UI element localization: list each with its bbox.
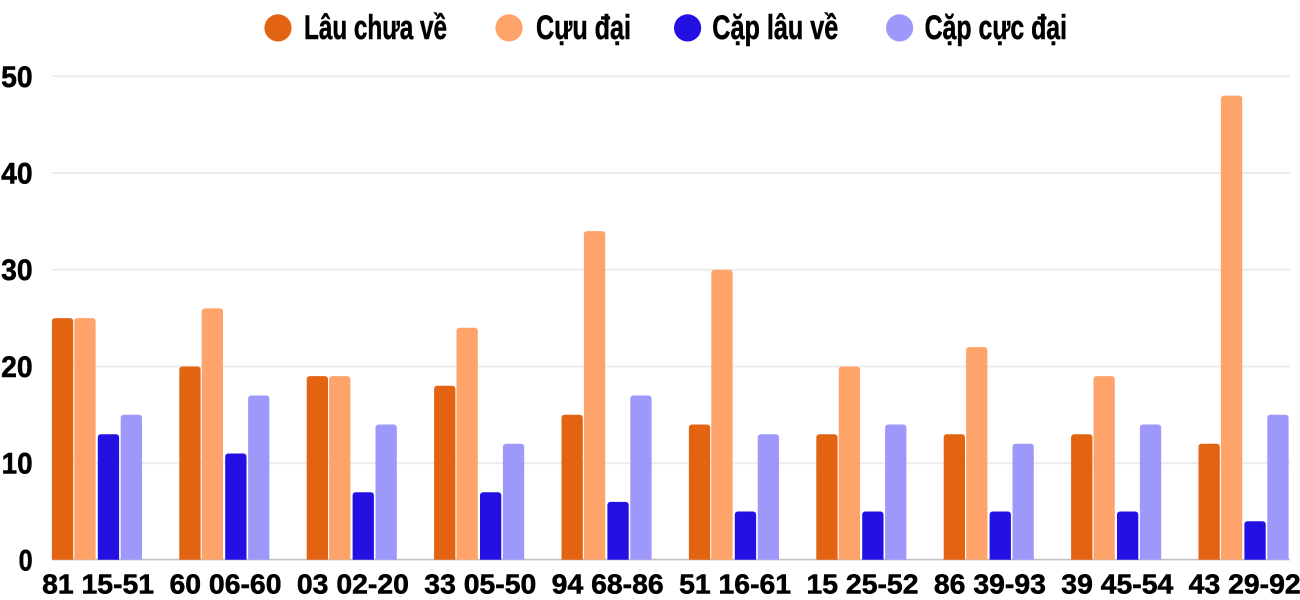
svg-text:Cựu đại: Cựu đại xyxy=(536,9,631,47)
svg-text:30: 30 xyxy=(1,254,33,287)
svg-text:39 45-54: 39 45-54 xyxy=(1061,568,1173,599)
svg-text:40: 40 xyxy=(1,158,33,191)
svg-text:Cặp cực đại: Cặp cực đại xyxy=(925,9,1067,47)
svg-text:Cặp lâu về: Cặp lâu về xyxy=(712,9,838,47)
svg-text:43 29-92: 43 29-92 xyxy=(1189,568,1300,599)
svg-text:86 39-93: 86 39-93 xyxy=(934,568,1046,599)
svg-text:51 16-61: 51 16-61 xyxy=(679,568,791,599)
svg-text:Lâu chưa về: Lâu chưa về xyxy=(304,9,447,47)
svg-text:03 02-20: 03 02-20 xyxy=(297,568,409,599)
svg-text:94 68-86: 94 68-86 xyxy=(552,568,664,599)
svg-text:20: 20 xyxy=(1,351,33,384)
svg-text:81 15-51: 81 15-51 xyxy=(42,568,154,599)
svg-text:10: 10 xyxy=(2,448,33,481)
svg-text:15 25-52: 15 25-52 xyxy=(807,568,919,599)
svg-text:33 05-50: 33 05-50 xyxy=(424,568,536,599)
svg-text:0: 0 xyxy=(19,544,33,577)
svg-text:50: 50 xyxy=(1,61,33,94)
svg-text:60 06-60: 60 06-60 xyxy=(170,568,282,599)
